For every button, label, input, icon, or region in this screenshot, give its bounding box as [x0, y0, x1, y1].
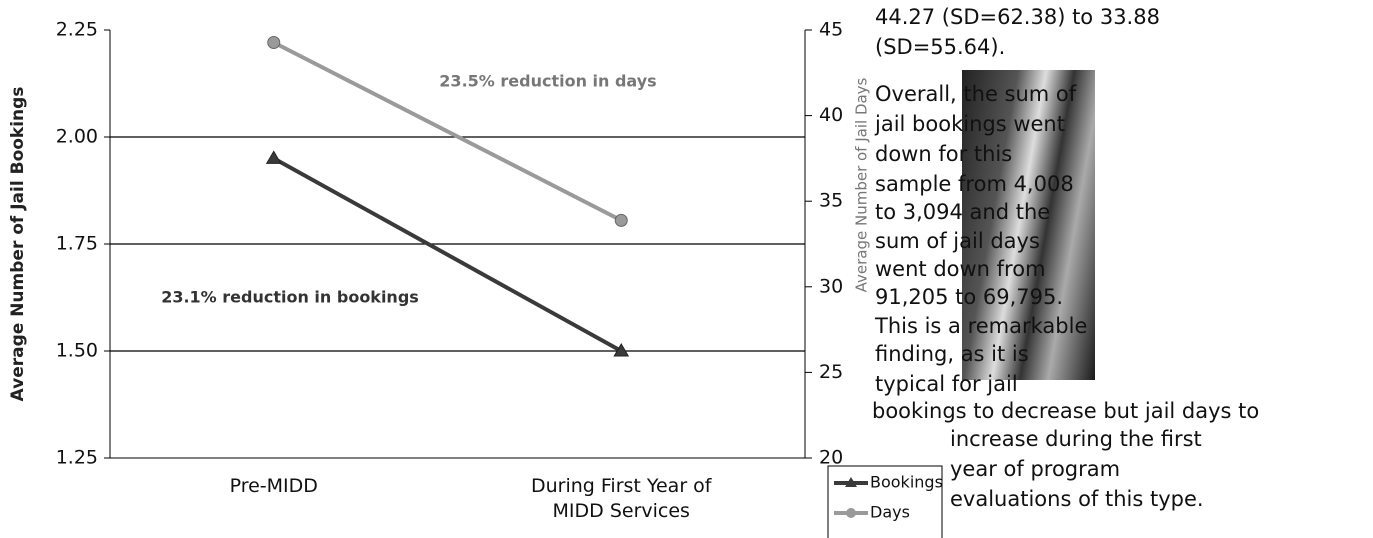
- y2-tick-label: 35: [819, 190, 843, 212]
- text-line: year of program: [950, 457, 1121, 481]
- x-tick-label: Pre-MIDD: [229, 475, 318, 497]
- text-line: evaluations of this type.: [950, 487, 1204, 511]
- text-line: finding, as it is: [875, 342, 1029, 366]
- text-line: increase during the first: [950, 427, 1202, 451]
- text-line: jail bookings went: [875, 112, 1065, 136]
- text-line: 44.27 (SD=62.38) to 33.88: [875, 5, 1160, 29]
- y2-tick-label: 20: [819, 447, 843, 469]
- y-tick-label: 2.25: [56, 19, 98, 41]
- y-tick-label: 2.00: [56, 126, 98, 148]
- text-line: Overall, the sum of: [875, 82, 1077, 106]
- text-line: sum of jail days: [875, 229, 1040, 253]
- legend-label: Bookings: [870, 473, 943, 492]
- data-point: [614, 213, 628, 227]
- x-tick-label: During First Year of MIDD Services: [530, 475, 712, 522]
- data-point: [613, 343, 630, 357]
- y2-tick-label: 30: [819, 275, 843, 297]
- text-line: typical for jail: [875, 372, 1018, 396]
- legend-label: Days: [870, 503, 910, 522]
- text-line: bookings to decrease but jail days to: [872, 399, 1260, 423]
- data-point: [265, 150, 282, 164]
- legend-marker: [845, 477, 857, 487]
- y2-tick-label: 45: [819, 19, 843, 41]
- text-line: down for this: [875, 142, 1013, 166]
- data-point: [267, 35, 281, 49]
- annotation: 23.5% reduction in days: [439, 72, 656, 91]
- annotation: 23.1% reduction in bookings: [161, 288, 419, 307]
- text-line: This is a remarkable: [875, 314, 1088, 338]
- y-axis-label: Average Number of Jail Bookings: [8, 87, 28, 402]
- y2-tick-label: 40: [819, 104, 843, 126]
- text-line: 91,205 to 69,795.: [875, 285, 1064, 309]
- text-line: went down from: [875, 257, 1046, 281]
- legend-marker: [846, 508, 856, 518]
- y2-axis-label: Average Number of Jail Days: [853, 77, 871, 292]
- y-tick-label: 1.25: [56, 447, 98, 469]
- series-line: [272, 156, 623, 353]
- y-tick-label: 1.50: [56, 340, 98, 362]
- text-line: (SD=55.64).: [875, 35, 1006, 59]
- legend-box: [827, 465, 943, 538]
- photo: [962, 70, 1095, 380]
- text-line: sample from 4,008: [875, 172, 1074, 196]
- series-line: [272, 40, 623, 223]
- y2-tick-label: 25: [819, 361, 843, 383]
- y-tick-label: 1.75: [56, 233, 98, 255]
- text-line: to 3,094 and the: [875, 200, 1051, 224]
